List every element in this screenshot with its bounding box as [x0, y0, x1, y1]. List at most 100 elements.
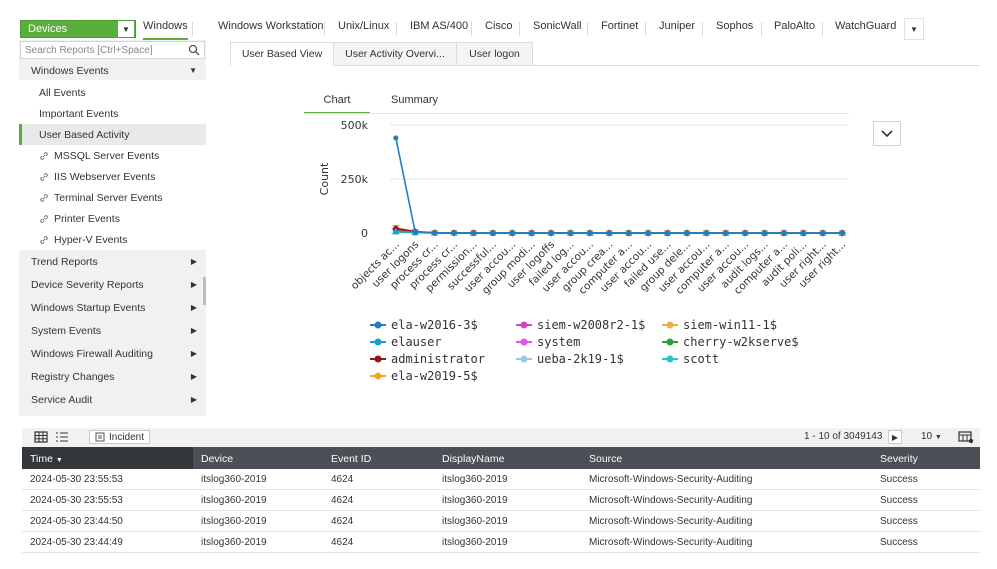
sidebar-section-service-audit[interactable]: Service Audit ▶: [19, 389, 206, 410]
chart-options-button[interactable]: [873, 121, 901, 146]
legend-item[interactable]: system: [516, 334, 580, 350]
table-cell-event-id: 4624: [331, 537, 354, 548]
table-row[interactable]: 2024-05-30 23:55:53 itslog360-2019 4624 its…: [22, 469, 980, 490]
table-cell-time: 2024-05-30 23:55:53: [30, 495, 123, 506]
tab-user-based-view[interactable]: User Based View: [230, 42, 334, 66]
sidebar-item-iis-webserver-events[interactable]: IIS Webserver Events: [19, 166, 206, 187]
data-point: [529, 230, 535, 236]
sidebar-item-important-events[interactable]: Important Events: [19, 103, 206, 124]
legend-label: elauser: [391, 335, 442, 349]
legend-item[interactable]: siem-win11-1$: [662, 317, 777, 333]
tab-separator: [471, 22, 472, 36]
data-point: [664, 230, 671, 236]
legend-item[interactable]: administrator: [370, 351, 485, 367]
caret-right-icon: ▶: [190, 303, 197, 312]
table-cell-severity: Success: [880, 474, 918, 485]
sidebar-section-windows-firewall-auditing[interactable]: Windows Firewall Auditing ▶: [19, 343, 206, 364]
sidebar-item-user-based-activity[interactable]: User Based Activity: [19, 124, 206, 145]
next-page-button[interactable]: ▶: [888, 430, 902, 444]
data-point: [412, 229, 418, 235]
sidebar-scrollbar[interactable]: [203, 277, 206, 305]
legend-item[interactable]: elauser: [370, 334, 442, 350]
tab-windows-workstation[interactable]: Windows Workstation: [218, 20, 324, 32]
pagination-info: 1 - 10 of 3049143: [804, 431, 883, 442]
data-point: [839, 230, 845, 236]
data-point: [548, 230, 554, 236]
tab-user-activity-overview[interactable]: User Activity Overvi...: [333, 42, 457, 66]
column-header-source[interactable]: Source: [589, 453, 623, 465]
page-size-select[interactable]: 10 ▼: [921, 431, 942, 442]
legend-marker-icon: [662, 338, 678, 346]
legend-label: scott: [683, 352, 720, 366]
search-input[interactable]: Search Reports [Ctrl+Space]: [20, 41, 205, 59]
sidebar-section-registry-changes[interactable]: Registry Changes ▶: [19, 366, 206, 387]
legend-item[interactable]: siem-w2008r2-1$: [516, 317, 645, 333]
table-row[interactable]: 2024-05-30 23:55:53 itslog360-2019 4624 its…: [22, 490, 980, 511]
tab-chart[interactable]: Chart: [304, 94, 370, 114]
devices-dropdown[interactable]: Devices ▼: [20, 20, 136, 38]
column-header-device[interactable]: Device: [201, 453, 234, 465]
tab-label: User Activity Overvi...: [345, 48, 445, 60]
page-size-value: 10: [921, 431, 933, 442]
sidebar-section-device-severity-reports[interactable]: Device Severity Reports ▶: [19, 274, 206, 295]
y-axis-label: Count: [318, 162, 331, 195]
legend-label: ueba-2k19-1$: [537, 352, 624, 366]
tab-summary[interactable]: Summary: [391, 94, 439, 106]
sidebar-section-trend-reports[interactable]: Trend Reports ▶: [19, 251, 206, 272]
legend-marker-icon: [370, 372, 386, 380]
table-row[interactable]: 2024-05-30 23:44:50 itslog360-2019 4624 its…: [22, 511, 980, 532]
tab-label: User Based View: [241, 48, 323, 60]
column-header-displayname[interactable]: DisplayName: [442, 453, 505, 465]
tab-user-logon[interactable]: User logon: [456, 42, 533, 66]
legend-item[interactable]: ela-w2016-3$: [370, 317, 478, 333]
data-point: [606, 230, 612, 236]
table-row[interactable]: 2024-05-30 23:44:49 itslog360-2019 4624 its…: [22, 532, 980, 553]
column-header-event-id[interactable]: Event ID: [331, 453, 372, 465]
legend-item[interactable]: ela-w2019-5$: [370, 368, 478, 384]
legend-marker-icon: [370, 321, 386, 329]
column-settings-icon[interactable]: [958, 430, 974, 444]
incident-icon: [95, 432, 105, 442]
table-cell-displayname: itslog360-2019: [442, 474, 508, 485]
data-point: [723, 230, 729, 236]
more-tabs-button[interactable]: ▼: [904, 18, 924, 40]
grid-view-icon[interactable]: [33, 430, 49, 444]
column-header-time[interactable]: Time ▼: [30, 453, 63, 465]
tab-sonicwall[interactable]: SonicWall: [533, 20, 582, 32]
sidebar-section-system-events[interactable]: System Events ▶: [19, 320, 206, 341]
legend-marker-icon: [370, 338, 386, 346]
sidebar-item-printer-events[interactable]: Printer Events: [19, 208, 206, 229]
link-icon: [40, 193, 48, 202]
device-bar: Devices ▼ Windows Windows Workstation Un…: [0, 14, 997, 44]
legend-item[interactable]: cherry-w2kserve$: [662, 334, 799, 350]
legend-label: ela-w2016-3$: [391, 318, 478, 332]
tab-sophos[interactable]: Sophos: [716, 20, 754, 32]
series-line: [395, 137, 843, 234]
table-cell-source: Microsoft-Windows-Security-Auditing: [589, 474, 753, 485]
tab-juniper[interactable]: Juniper: [659, 20, 696, 32]
incident-button[interactable]: Incident: [89, 430, 151, 444]
sidebar-item-hyper-v-events[interactable]: Hyper-V Events: [19, 229, 206, 250]
legend-item[interactable]: scott: [662, 351, 719, 367]
tab-ibm-as400[interactable]: IBM AS/400: [410, 20, 469, 32]
tab-separator: [645, 22, 646, 36]
sidebar-item-all-events[interactable]: All Events: [19, 82, 206, 103]
sidebar-item-label: Terminal Server Events: [54, 191, 163, 204]
legend-marker-icon: [516, 321, 532, 329]
tab-paloalto[interactable]: PaloAlto: [774, 20, 815, 32]
tab-watchguard[interactable]: WatchGuard: [835, 20, 897, 32]
tab-fortinet[interactable]: Fortinet: [601, 20, 639, 32]
tab-unix-linux[interactable]: Unix/Linux: [338, 20, 390, 32]
sidebar-item-mssql-server-events[interactable]: MSSQL Server Events: [19, 145, 206, 166]
tab-cisco[interactable]: Cisco: [485, 20, 513, 32]
sidebar-section-windows-startup-events[interactable]: Windows Startup Events ▶: [19, 297, 206, 318]
list-view-icon[interactable]: [54, 430, 70, 444]
sidebar-section-windows-events[interactable]: Windows Events ▼: [19, 60, 206, 81]
chevron-down-icon: [881, 129, 893, 137]
legend-item[interactable]: ueba-2k19-1$: [516, 351, 624, 367]
legend-label: siem-w2008r2-1$: [537, 318, 646, 332]
legend-label: ela-w2019-5$: [391, 369, 478, 383]
sidebar-item-terminal-server-events[interactable]: Terminal Server Events: [19, 187, 206, 208]
tab-windows[interactable]: Windows: [143, 20, 188, 40]
column-header-severity[interactable]: Severity: [880, 453, 918, 465]
